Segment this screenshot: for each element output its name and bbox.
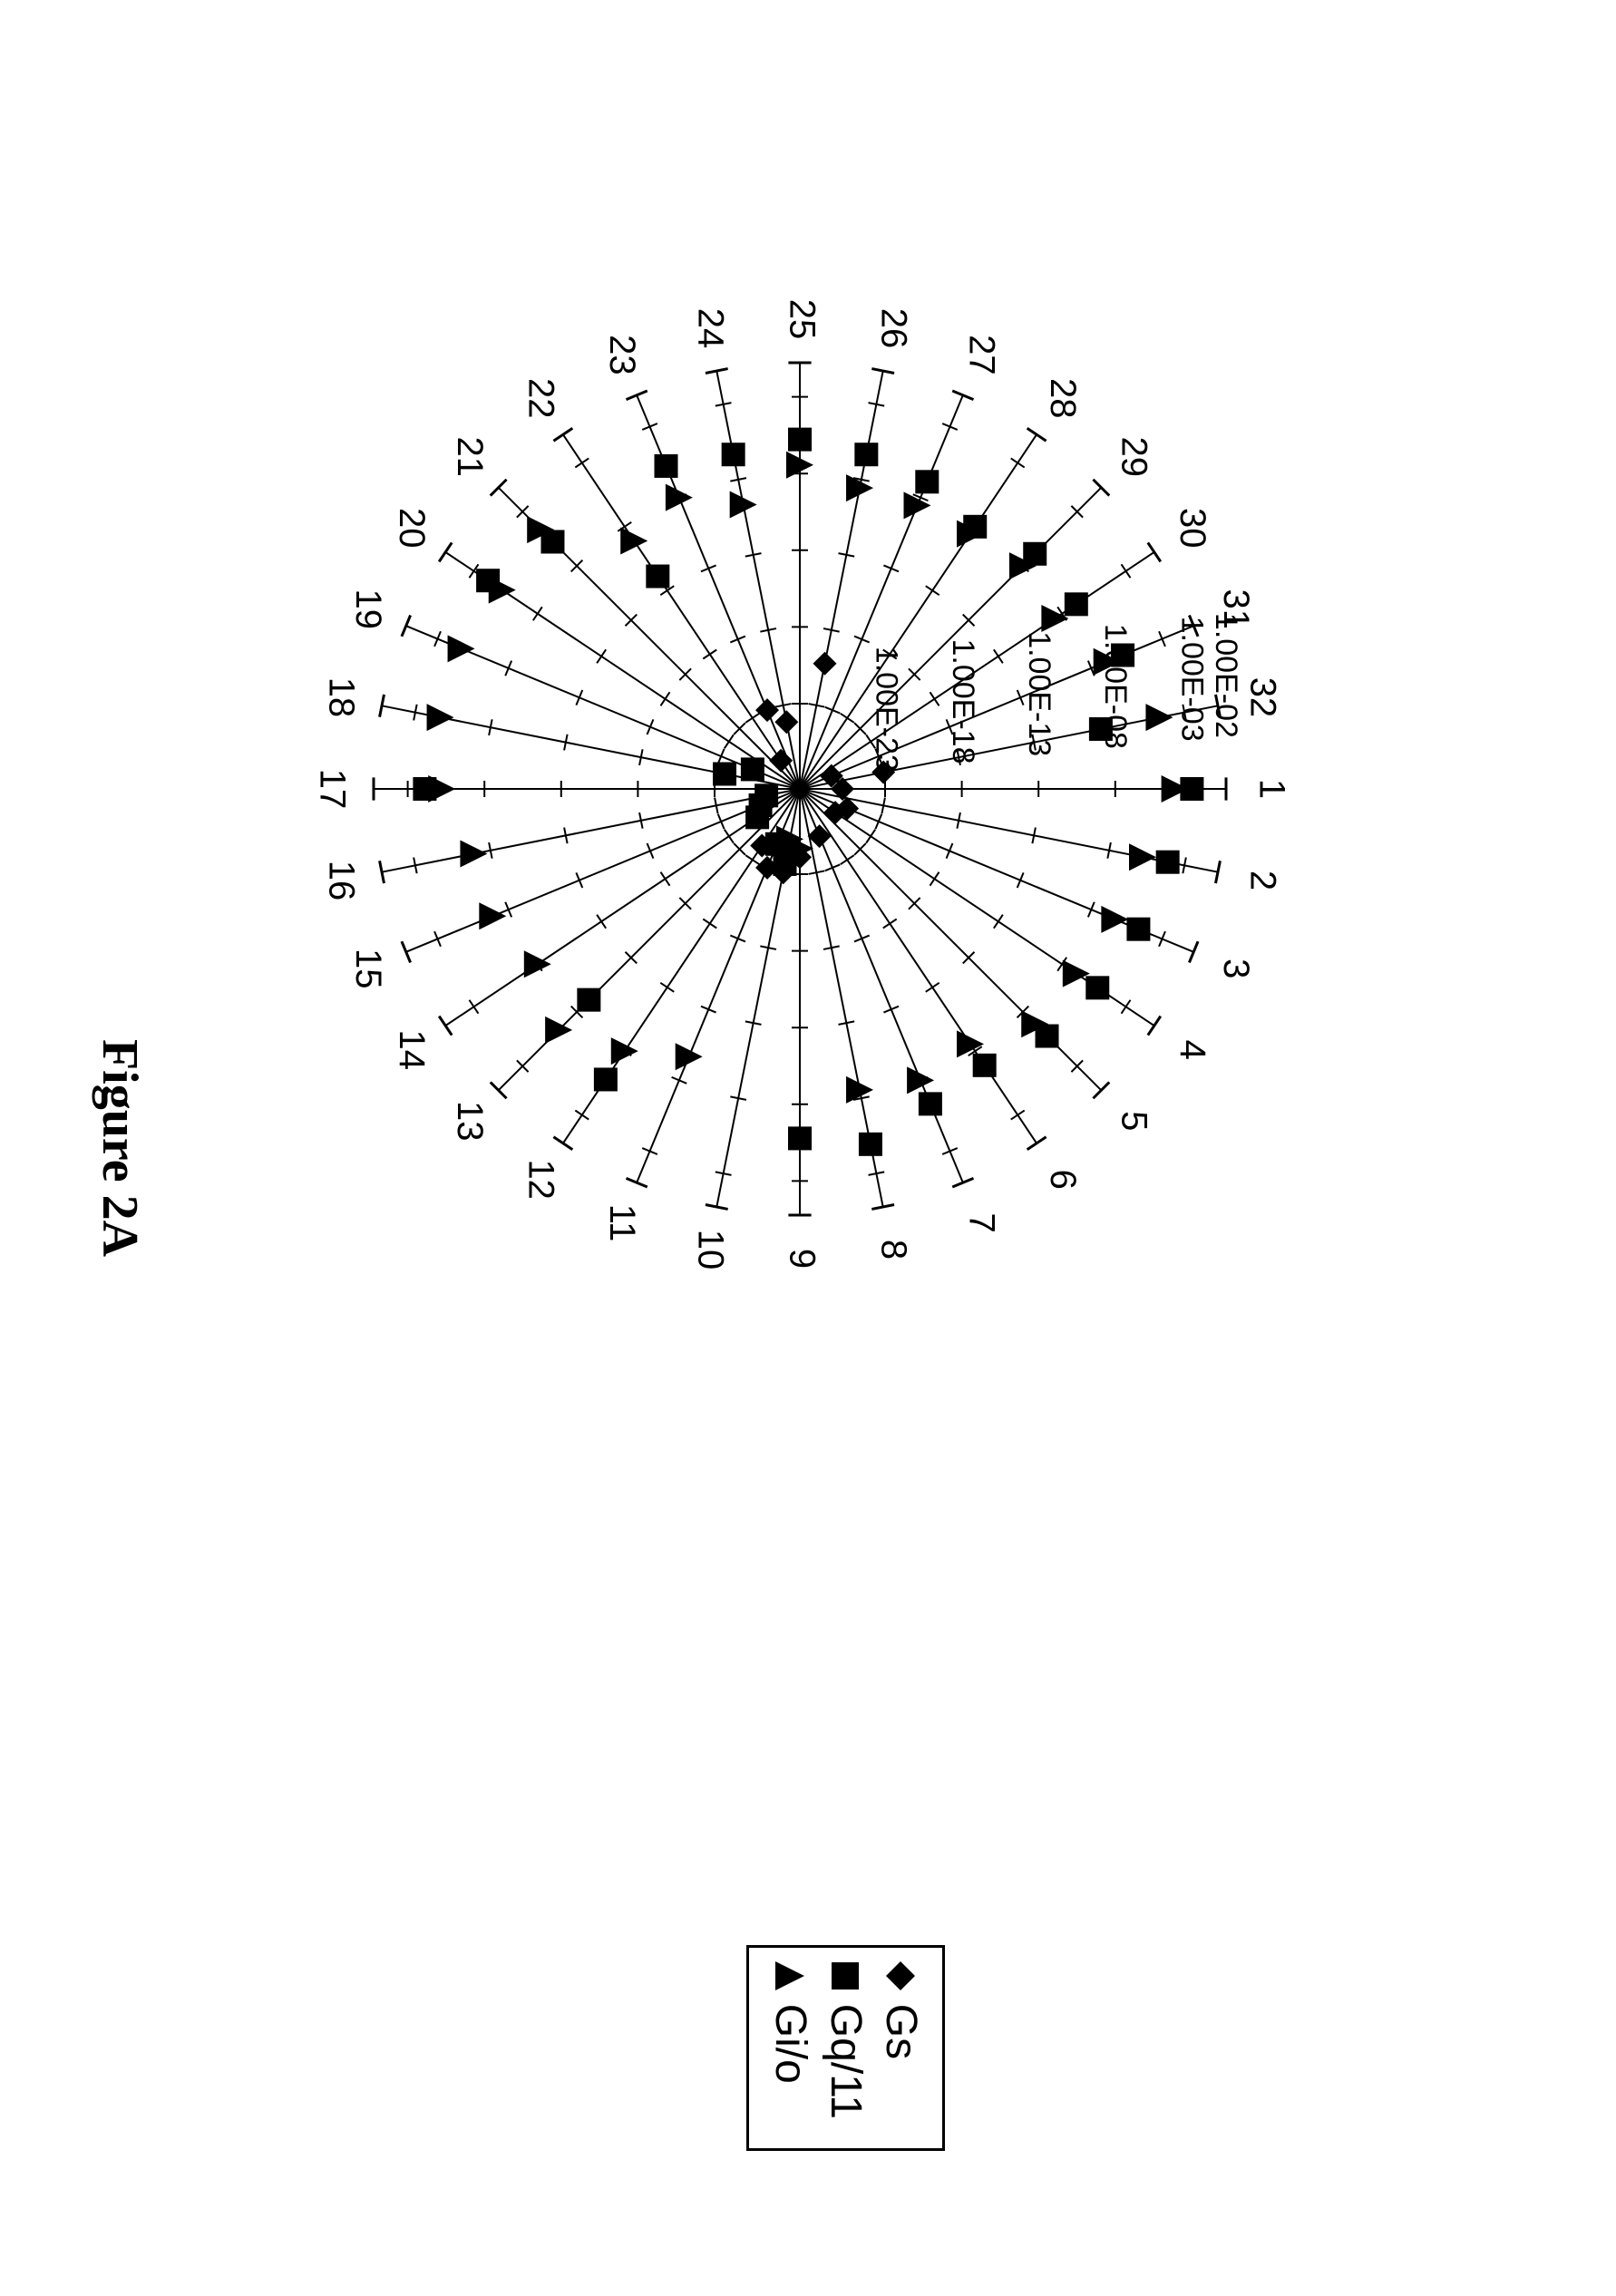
svg-text:1.00E-23: 1.00E-23 — [870, 647, 904, 772]
svg-text:24: 24 — [690, 308, 730, 349]
svg-text:23: 23 — [602, 335, 642, 375]
Gq11-marker — [577, 988, 600, 1012]
svg-text:4: 4 — [1173, 1040, 1212, 1060]
radar-svg: 1.00E-021.00E-031.00E-081.00E-131.00E-18… — [256, 136, 1344, 1406]
svg-text:3: 3 — [1216, 958, 1256, 978]
svg-text:21: 21 — [450, 436, 490, 477]
page: 1.00E-021.00E-031.00E-081.00E-131.00E-18… — [0, 0, 1616, 2296]
Gq11-marker — [859, 1133, 882, 1156]
Gio-marker — [448, 635, 475, 662]
svg-text:28: 28 — [1043, 378, 1083, 419]
Gio-marker — [489, 577, 516, 604]
legend-item-gq11: Gq/11 — [821, 1960, 871, 2119]
svg-text:22: 22 — [521, 378, 561, 419]
svg-text:18: 18 — [321, 677, 361, 718]
svg-text:12: 12 — [521, 1159, 561, 1200]
Gio-marker — [666, 484, 693, 511]
svg-text:6: 6 — [1043, 1170, 1083, 1190]
Gs-marker — [755, 698, 779, 722]
Gio-marker — [524, 950, 551, 978]
Gio-marker — [460, 841, 487, 868]
Gq11-marker — [788, 428, 812, 452]
legend-label-gio: Gi/o — [765, 2004, 815, 2084]
Gq11-marker — [1085, 976, 1109, 999]
Gio-marker — [907, 1066, 934, 1094]
Gq11-marker — [1156, 851, 1180, 874]
Gio-marker — [676, 1043, 703, 1070]
Gs-marker — [774, 710, 798, 734]
svg-text:10: 10 — [690, 1230, 730, 1270]
triangle-icon — [775, 1960, 806, 1991]
svg-text:17: 17 — [312, 769, 352, 810]
svg-text:20: 20 — [392, 508, 432, 549]
legend-label-gs: Gs — [876, 2004, 926, 2059]
svg-text:1.00E-03: 1.00E-03 — [1174, 617, 1209, 742]
svg-text:32: 32 — [1242, 677, 1282, 718]
radar-chart: 1.00E-021.00E-031.00E-081.00E-131.00E-18… — [256, 136, 1344, 1406]
Gq11-marker — [722, 443, 745, 466]
svg-text:9: 9 — [782, 1249, 822, 1269]
svg-text:14: 14 — [392, 1030, 432, 1071]
Gq11-marker — [1126, 918, 1150, 941]
Gq11-marker — [655, 454, 678, 478]
figure-caption: Figure 2A — [91, 0, 149, 2296]
Gio-marker — [1101, 906, 1128, 933]
Gq11-marker — [741, 757, 764, 781]
svg-text:1.00E-18: 1.00E-18 — [946, 638, 980, 764]
Gq11-marker — [1065, 592, 1088, 616]
Gq11-marker — [713, 762, 736, 785]
svg-text:31: 31 — [1216, 589, 1256, 630]
Gio-marker — [730, 491, 757, 519]
Gio-marker — [479, 902, 506, 929]
Gio-marker — [427, 704, 454, 731]
Gq11-marker — [1089, 717, 1113, 741]
svg-text:5: 5 — [1115, 1111, 1154, 1131]
svg-text:19: 19 — [348, 589, 388, 630]
svg-text:16: 16 — [321, 861, 361, 901]
Gq11-marker — [646, 565, 669, 589]
svg-text:2: 2 — [1242, 871, 1282, 890]
svg-text:1: 1 — [1251, 779, 1291, 799]
svg-text:13: 13 — [450, 1101, 490, 1142]
svg-text:15: 15 — [348, 949, 388, 989]
Gio-marker — [428, 775, 455, 803]
svg-text:26: 26 — [873, 308, 913, 349]
svg-text:8: 8 — [873, 1240, 913, 1260]
Gio-marker — [1129, 843, 1156, 871]
Gq11-marker — [919, 1092, 942, 1115]
svg-text:25: 25 — [782, 299, 822, 340]
legend-item-gio: Gi/o — [765, 1960, 815, 2119]
Gs-marker — [813, 652, 837, 676]
Gq11-marker — [915, 470, 939, 493]
svg-text:11: 11 — [602, 1204, 642, 1242]
svg-text:29: 29 — [1115, 436, 1154, 477]
Gq11-marker — [594, 1067, 618, 1091]
square-icon — [831, 1960, 862, 1991]
diamond-icon — [886, 1960, 917, 1991]
svg-text:27: 27 — [962, 335, 1002, 375]
Gq11-marker — [854, 443, 878, 466]
svg-text:30: 30 — [1173, 508, 1212, 549]
Gs-marker — [769, 749, 793, 773]
rotated-layout: 1.00E-021.00E-031.00E-081.00E-131.00E-18… — [0, 0, 1616, 2296]
Gio-marker — [611, 1037, 638, 1065]
legend-item-gs: Gs — [876, 1960, 926, 2119]
Gq11-marker — [788, 1126, 812, 1150]
Gio-marker — [620, 527, 647, 554]
svg-text:1.00E-13: 1.00E-13 — [1022, 631, 1056, 756]
Gio-marker — [1145, 704, 1173, 731]
legend: Gs Gq/11 Gi/o — [746, 1945, 945, 2151]
svg-text:1.00E-02: 1.00E-02 — [1209, 613, 1243, 738]
Gq11-marker — [754, 783, 778, 807]
svg-text:7: 7 — [962, 1212, 1002, 1232]
legend-label-gq11: Gq/11 — [821, 2004, 871, 2119]
Gq11-marker — [973, 1054, 997, 1077]
